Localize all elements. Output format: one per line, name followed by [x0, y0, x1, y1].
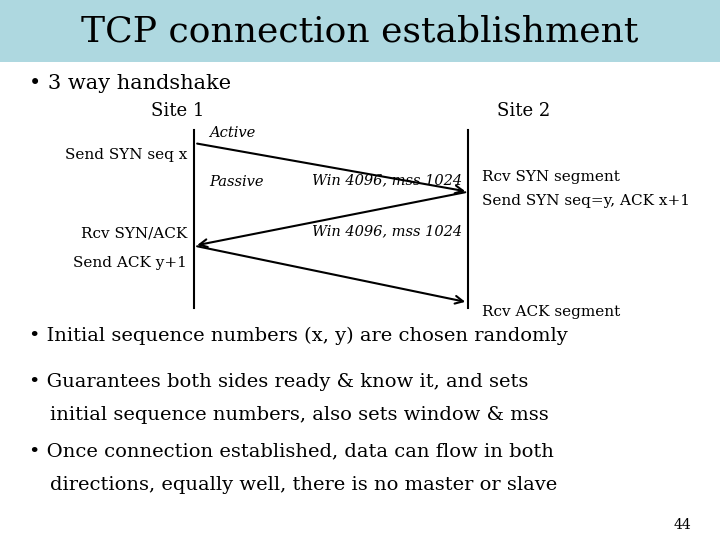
- Text: • Initial sequence numbers (x, y) are chosen randomly: • Initial sequence numbers (x, y) are ch…: [29, 327, 567, 345]
- Text: Passive: Passive: [209, 175, 264, 189]
- Text: Win 4096, mss 1024: Win 4096, mss 1024: [312, 224, 463, 238]
- Text: Send SYN seq=y, ACK x+1: Send SYN seq=y, ACK x+1: [482, 194, 690, 208]
- Text: Active: Active: [209, 126, 255, 140]
- Text: • 3 way handshake: • 3 way handshake: [29, 74, 231, 93]
- Text: initial sequence numbers, also sets window & mss: initial sequence numbers, also sets wind…: [50, 406, 549, 424]
- Text: TCP connection establishment: TCP connection establishment: [81, 14, 639, 48]
- Text: Win 4096, mss 1024: Win 4096, mss 1024: [312, 173, 463, 187]
- Text: Rcv ACK segment: Rcv ACK segment: [482, 305, 621, 319]
- Text: Rcv SYN/ACK: Rcv SYN/ACK: [81, 226, 187, 240]
- Text: Rcv SYN segment: Rcv SYN segment: [482, 170, 620, 184]
- Text: Site 1: Site 1: [151, 102, 204, 120]
- Bar: [0, 0, 720, 62]
- Text: 44: 44: [673, 518, 691, 532]
- Text: directions, equally well, there is no master or slave: directions, equally well, there is no ma…: [50, 476, 558, 494]
- Text: Send SYN seq x: Send SYN seq x: [65, 148, 187, 163]
- Text: Site 2: Site 2: [497, 102, 550, 120]
- Text: • Guarantees both sides ready & know it, and sets: • Guarantees both sides ready & know it,…: [29, 373, 528, 390]
- Text: Send ACK y+1: Send ACK y+1: [73, 256, 187, 271]
- Text: • Once connection established, data can flow in both: • Once connection established, data can …: [29, 443, 554, 461]
